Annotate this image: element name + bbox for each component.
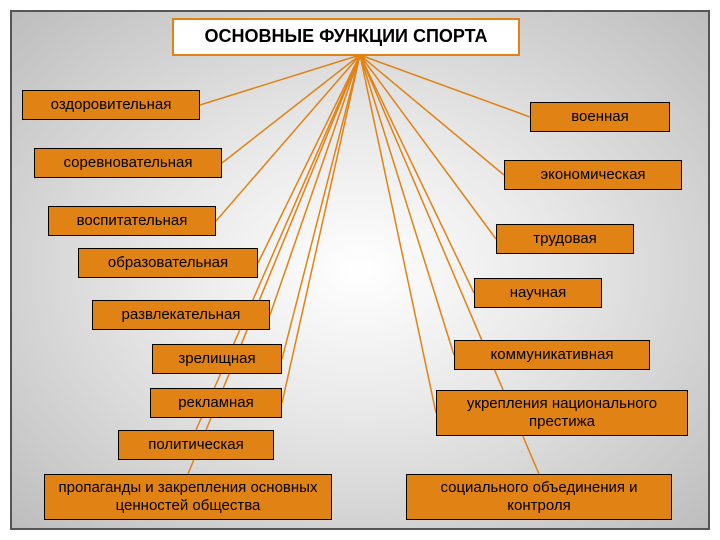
node-n-ukrep: укрепления национального престижа [436, 390, 688, 436]
node-n-voen: военная [530, 102, 670, 132]
node-n-rekl: рекламная [150, 388, 282, 418]
node-n-vospit: воспитательная [48, 206, 216, 236]
node-n-ozdorov: оздоровительная [22, 90, 200, 120]
node-n-propag: пропаганды и закрепления основных ценнос… [44, 474, 332, 520]
node-n-obraz: образовательная [78, 248, 258, 278]
node-n-komm: коммуникативная [454, 340, 650, 370]
node-n-zrel: зрелищная [152, 344, 282, 374]
node-n-sorev: соревновательная [34, 148, 222, 178]
node-n-polit: политическая [118, 430, 274, 460]
diagram-title: ОСНОВНЫЕ ФУНКЦИИ СПОРТА [172, 18, 520, 56]
node-n-econ: экономическая [504, 160, 682, 190]
node-n-trud: трудовая [496, 224, 634, 254]
node-n-nauch: научная [474, 278, 602, 308]
node-n-soc: социального объединения и контроля [406, 474, 672, 520]
node-n-razvl: развлекательная [92, 300, 270, 330]
